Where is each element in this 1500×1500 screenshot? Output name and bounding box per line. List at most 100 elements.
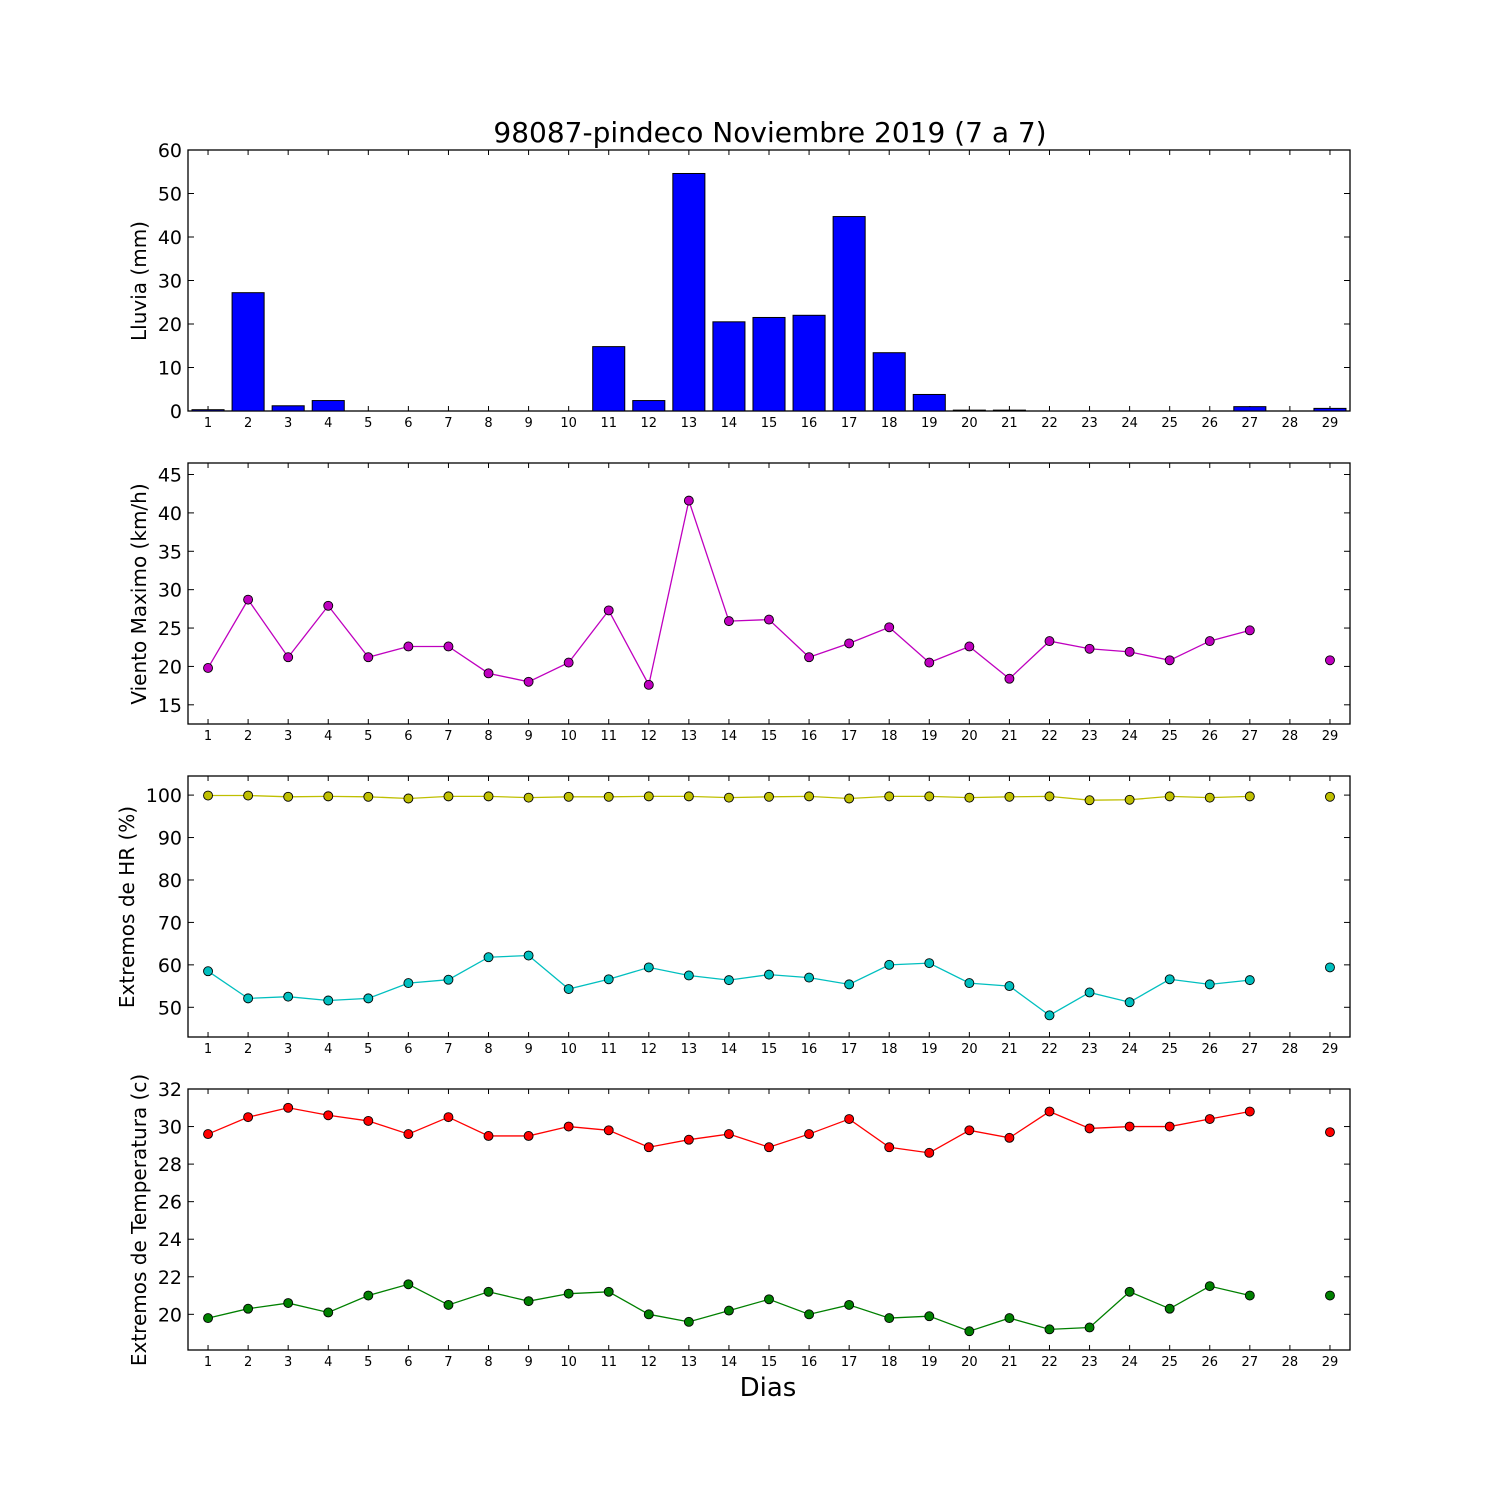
- x-tick-label-rain: 11: [600, 416, 617, 431]
- panel-temperature: Extremos de Temperatura (c) 202224262830…: [127, 1074, 1351, 1370]
- point-wind: [1044, 636, 1055, 647]
- x-tick-label-temperature: 1: [204, 1355, 212, 1370]
- y-tick-label-rain: 0: [170, 401, 182, 423]
- bar-rain: [992, 409, 1026, 412]
- x-tick-label-humidity: 19: [921, 1042, 938, 1057]
- x-tick-label-temperature: 4: [324, 1355, 332, 1370]
- point-temp_max: [283, 1102, 294, 1113]
- x-tick-label-temperature: 11: [600, 1355, 617, 1370]
- y-tick-label-rain: 60: [158, 140, 182, 162]
- x-tick-label-humidity: 25: [1161, 1042, 1178, 1057]
- point-temp_min: [1164, 1303, 1175, 1314]
- point-hr_max: [1164, 791, 1175, 802]
- point-wind: [1204, 636, 1215, 647]
- point-hr_max: [603, 791, 614, 802]
- x-tick-label-humidity: 3: [284, 1042, 292, 1057]
- x-tick-label-rain: 27: [1242, 416, 1259, 431]
- x-tick-label-wind: 19: [921, 729, 938, 744]
- x-tick-label-wind: 29: [1322, 729, 1339, 744]
- y-tick-label-humidity: 100: [146, 785, 182, 807]
- x-tick-label-rain: 16: [801, 416, 818, 431]
- x-tick-label-wind: 20: [961, 729, 978, 744]
- x-tick-label-wind: 27: [1242, 729, 1259, 744]
- point-temp_max: [403, 1129, 414, 1140]
- point-hr_min: [1164, 974, 1175, 985]
- y-tick-label-temperature: 24: [158, 1229, 182, 1251]
- point-hr_min: [884, 959, 895, 970]
- y-tick-label-wind: 45: [158, 465, 182, 487]
- point-temp_min: [603, 1286, 614, 1297]
- point-wind: [323, 600, 334, 611]
- x-tick-label-temperature: 19: [921, 1355, 938, 1370]
- x-tick-label-humidity: 12: [641, 1042, 658, 1057]
- point-temp_min: [1004, 1313, 1015, 1324]
- point-temp_max: [924, 1147, 935, 1158]
- point-temp_min: [884, 1313, 895, 1324]
- series-line-hr_min: [207, 954, 1250, 1017]
- point-wind: [844, 638, 855, 649]
- x-tick-label-rain: 10: [560, 416, 577, 431]
- point-hr_max: [804, 791, 815, 802]
- x-tick-label-temperature: 2: [244, 1355, 252, 1370]
- x-tick-label-rain: 25: [1161, 416, 1178, 431]
- x-tick-label-humidity: 7: [444, 1042, 452, 1057]
- y-tick-label-humidity: 90: [158, 828, 182, 850]
- point-hr_max: [1244, 791, 1255, 802]
- point-temp_min: [683, 1316, 694, 1327]
- x-tick-label-wind: 25: [1161, 729, 1178, 744]
- y-tick-label-rain: 10: [158, 358, 182, 380]
- point-hr_min: [1004, 981, 1015, 992]
- point-temp_min: [523, 1296, 534, 1307]
- x-tick-label-temperature: 23: [1081, 1355, 1098, 1370]
- x-tick-label-humidity: 1: [204, 1042, 212, 1057]
- x-tick-label-temperature: 13: [681, 1355, 698, 1370]
- point-temp_min: [964, 1326, 975, 1337]
- bar-rain: [1313, 407, 1347, 412]
- point-temp_min: [1084, 1322, 1095, 1333]
- point-hr_min: [764, 969, 774, 980]
- x-tick-label-rain: 18: [881, 416, 898, 431]
- point-hr_min: [964, 978, 975, 989]
- x-tick-label-humidity: 18: [881, 1042, 898, 1057]
- x-tick-label-rain: 15: [761, 416, 778, 431]
- y-tick-label-temperature: 20: [158, 1304, 182, 1326]
- y-tick-label-temperature: 22: [158, 1267, 182, 1289]
- point-hr_max: [1124, 794, 1135, 805]
- point-temp_min: [443, 1299, 454, 1310]
- point-temp_max: [443, 1112, 454, 1123]
- point-hr_min: [1325, 962, 1335, 973]
- point-temp_max: [323, 1110, 334, 1121]
- x-tick-label-temperature: 17: [841, 1355, 858, 1370]
- bar-rain: [672, 172, 706, 412]
- y-tick-label-wind: 35: [158, 541, 182, 563]
- y-tick-label-humidity: 60: [158, 955, 182, 977]
- x-tick-label-temperature: 15: [761, 1355, 778, 1370]
- point-hr_min: [1084, 987, 1095, 998]
- x-tick-label-wind: 24: [1121, 729, 1138, 744]
- y-tick-label-humidity: 80: [158, 870, 182, 892]
- point-hr_max: [1084, 795, 1095, 806]
- x-tick-label-rain: 9: [524, 416, 532, 431]
- x-tick-label-rain: 7: [444, 416, 452, 431]
- point-hr_max: [683, 791, 694, 802]
- x-tick-label-humidity: 13: [681, 1042, 698, 1057]
- point-temp_max: [1244, 1106, 1255, 1117]
- point-hr_max: [363, 791, 374, 802]
- y-tick-label-temperature: 28: [158, 1154, 182, 1176]
- point-temp_max: [1004, 1132, 1015, 1143]
- y-tick-label-temperature: 26: [158, 1192, 182, 1214]
- x-tick-label-humidity: 5: [364, 1042, 372, 1057]
- x-tick-label-humidity: 8: [484, 1042, 492, 1057]
- point-hr_max: [1204, 792, 1215, 803]
- point-hr_max: [523, 792, 534, 803]
- y-axis-label-wind: Viento Maximo (km/h): [127, 483, 151, 704]
- x-tick-label-temperature: 16: [801, 1355, 818, 1370]
- point-temp_max: [683, 1134, 694, 1145]
- x-tick-label-temperature: 28: [1282, 1355, 1299, 1370]
- point-wind: [1124, 646, 1135, 657]
- x-tick-label-rain: 17: [841, 416, 858, 431]
- x-tick-label-humidity: 11: [600, 1042, 617, 1057]
- bar-rain: [912, 393, 946, 412]
- x-tick-label-rain: 2: [244, 416, 252, 431]
